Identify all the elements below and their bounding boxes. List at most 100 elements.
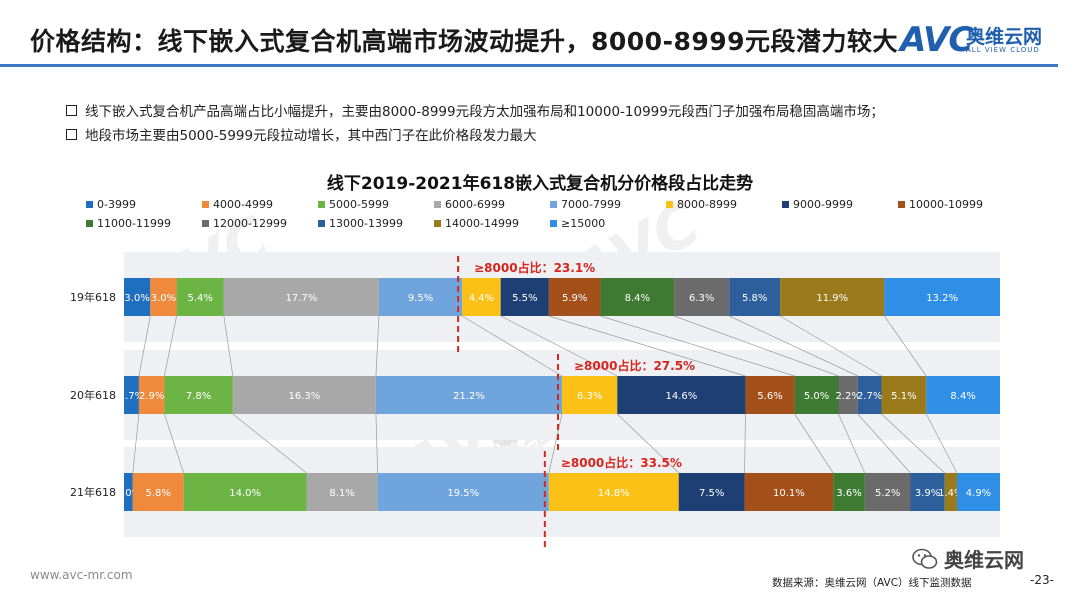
bar-segment: [744, 473, 834, 511]
connector-line: [729, 315, 858, 377]
chart-legend: 0-3999 4000-4999 5000-5999 6000-6999 7000-79…: [86, 198, 1016, 230]
legend-item: 12000-12999: [202, 217, 318, 230]
legend-item: 14000-14999: [434, 217, 550, 230]
category-label: 21年618: [70, 485, 116, 499]
data-label: 19.5%: [447, 488, 479, 499]
data-label: 1.0%: [116, 488, 141, 499]
legend-swatch: [318, 220, 325, 227]
bar-segment: [500, 278, 549, 316]
bullet-item: 地段市场主要由5000-5999元段拉动增长，其中西门子在此价格段发力最大: [66, 122, 884, 146]
connector-line: [461, 315, 563, 377]
bar-segment: [678, 473, 745, 511]
legend-label: 0-3999: [97, 198, 136, 211]
data-label: 5.1%: [891, 391, 916, 402]
data-label: 2.9%: [139, 391, 164, 402]
legend-swatch: [434, 201, 441, 208]
data-label: 8.4%: [950, 391, 975, 402]
legend-label: 8000-8999: [677, 198, 737, 211]
bar-segment: [232, 376, 376, 414]
connector-line: [164, 315, 177, 377]
data-label: 5.8%: [742, 293, 767, 304]
wechat-icon: [912, 548, 938, 569]
connector-line: [838, 413, 866, 474]
data-label: 6.3%: [577, 391, 602, 402]
legend-item: 7000-7999: [550, 198, 666, 211]
legend-swatch: [318, 201, 325, 208]
bar-segment: [956, 473, 1000, 511]
legend-label: 11000-11999: [97, 217, 171, 230]
legend-swatch: [86, 201, 93, 208]
title-divider: [0, 64, 1058, 67]
bar-segment: [926, 376, 1000, 414]
bar-segment: [833, 473, 865, 511]
legend-label: 12000-12999: [213, 217, 287, 230]
data-label: 5.8%: [146, 488, 171, 499]
legend-swatch: [202, 220, 209, 227]
bar-segment: [223, 278, 379, 316]
data-label: 17.7%: [285, 293, 317, 304]
bar-segment: [794, 376, 839, 414]
bar-segment: [150, 278, 177, 316]
data-label: 2.2%: [835, 391, 860, 402]
chart-title: 线下2019-2021年618嵌入式复合机分价格段占比走势: [326, 174, 754, 194]
data-label: 16.3%: [288, 391, 320, 402]
data-label: 5.9%: [562, 293, 587, 304]
bar-segment: [674, 278, 730, 316]
bar-segment: [124, 278, 151, 316]
data-source-note: 数据来源：奥维云网（AVC）线下监测数据: [772, 577, 972, 589]
legend-swatch: [550, 201, 557, 208]
connector-line: [925, 413, 958, 474]
bullet-list: 线下嵌入式复合机产品高端占比小幅提升，主要由8000-8999元段方太加强布局和…: [66, 98, 884, 146]
connector-line: [617, 413, 679, 474]
data-label: 5.0%: [804, 391, 829, 402]
data-label: 1.7%: [119, 391, 144, 402]
data-label: 5.4%: [188, 293, 213, 304]
connector-line: [779, 315, 882, 377]
legend-item: 0-3999: [86, 198, 202, 211]
bar-segment: [132, 473, 184, 511]
annotation-label: ≥8000占比：23.1%: [474, 260, 595, 275]
connector-line: [548, 413, 563, 474]
footer-url: www.avc-mr.com: [30, 568, 133, 582]
legend-swatch: [434, 220, 441, 227]
legend-label: 5000-5999: [329, 198, 389, 211]
bar-segment: [600, 278, 675, 316]
wechat-badge: 奥维云网: [912, 544, 1024, 573]
connector-line: [232, 413, 307, 474]
legend-swatch: [86, 220, 93, 227]
data-label: 9.5%: [408, 293, 433, 304]
bar-segment: [548, 473, 679, 511]
data-label: 3.9%: [915, 488, 940, 499]
bar-segment: [138, 376, 165, 414]
bar-segment: [745, 376, 795, 414]
data-label: 1.4%: [938, 488, 963, 499]
data-label: 14.6%: [665, 391, 697, 402]
connector-line: [138, 315, 151, 377]
legend-item: 4000-4999: [202, 198, 318, 211]
category-label: 20年618: [70, 388, 116, 402]
bar-segment: [838, 376, 858, 414]
connector-line: [500, 315, 618, 377]
bar-segment: [729, 278, 781, 316]
connector-line: [674, 315, 839, 377]
bullet-text: 线下嵌入式复合机产品高端占比小幅提升，主要由8000-8999元段方太加强布局和…: [85, 104, 884, 120]
logo-en-text: ALL VIEW CLOUD: [966, 46, 1040, 54]
bar-segment: [548, 278, 601, 316]
connector-line: [857, 413, 911, 474]
legend-label: 10000-10999: [909, 198, 983, 211]
bullet-item: 线下嵌入式复合机产品高端占比小幅提升，主要由8000-8999元段方太加强布局和…: [66, 98, 884, 122]
bar-segment: [944, 473, 957, 511]
connector-line: [223, 315, 234, 377]
connector-line: [794, 413, 834, 474]
annotation-label: ≥8000占比：27.5%: [574, 358, 695, 373]
page-title: 价格结构：线下嵌入式复合机高端市场波动提升，8000-8999元段潜力较大: [30, 27, 899, 56]
bar-segment: [124, 376, 139, 414]
bar-segment: [164, 376, 233, 414]
bar-segment: [375, 376, 562, 414]
annotation-label: ≥8000占比：33.5%: [561, 455, 682, 470]
data-label: 5.6%: [757, 391, 782, 402]
legend-swatch: [782, 201, 789, 208]
legend-label: ≥15000: [561, 217, 606, 230]
legend-swatch: [550, 220, 557, 227]
bar-segment: [176, 278, 224, 316]
